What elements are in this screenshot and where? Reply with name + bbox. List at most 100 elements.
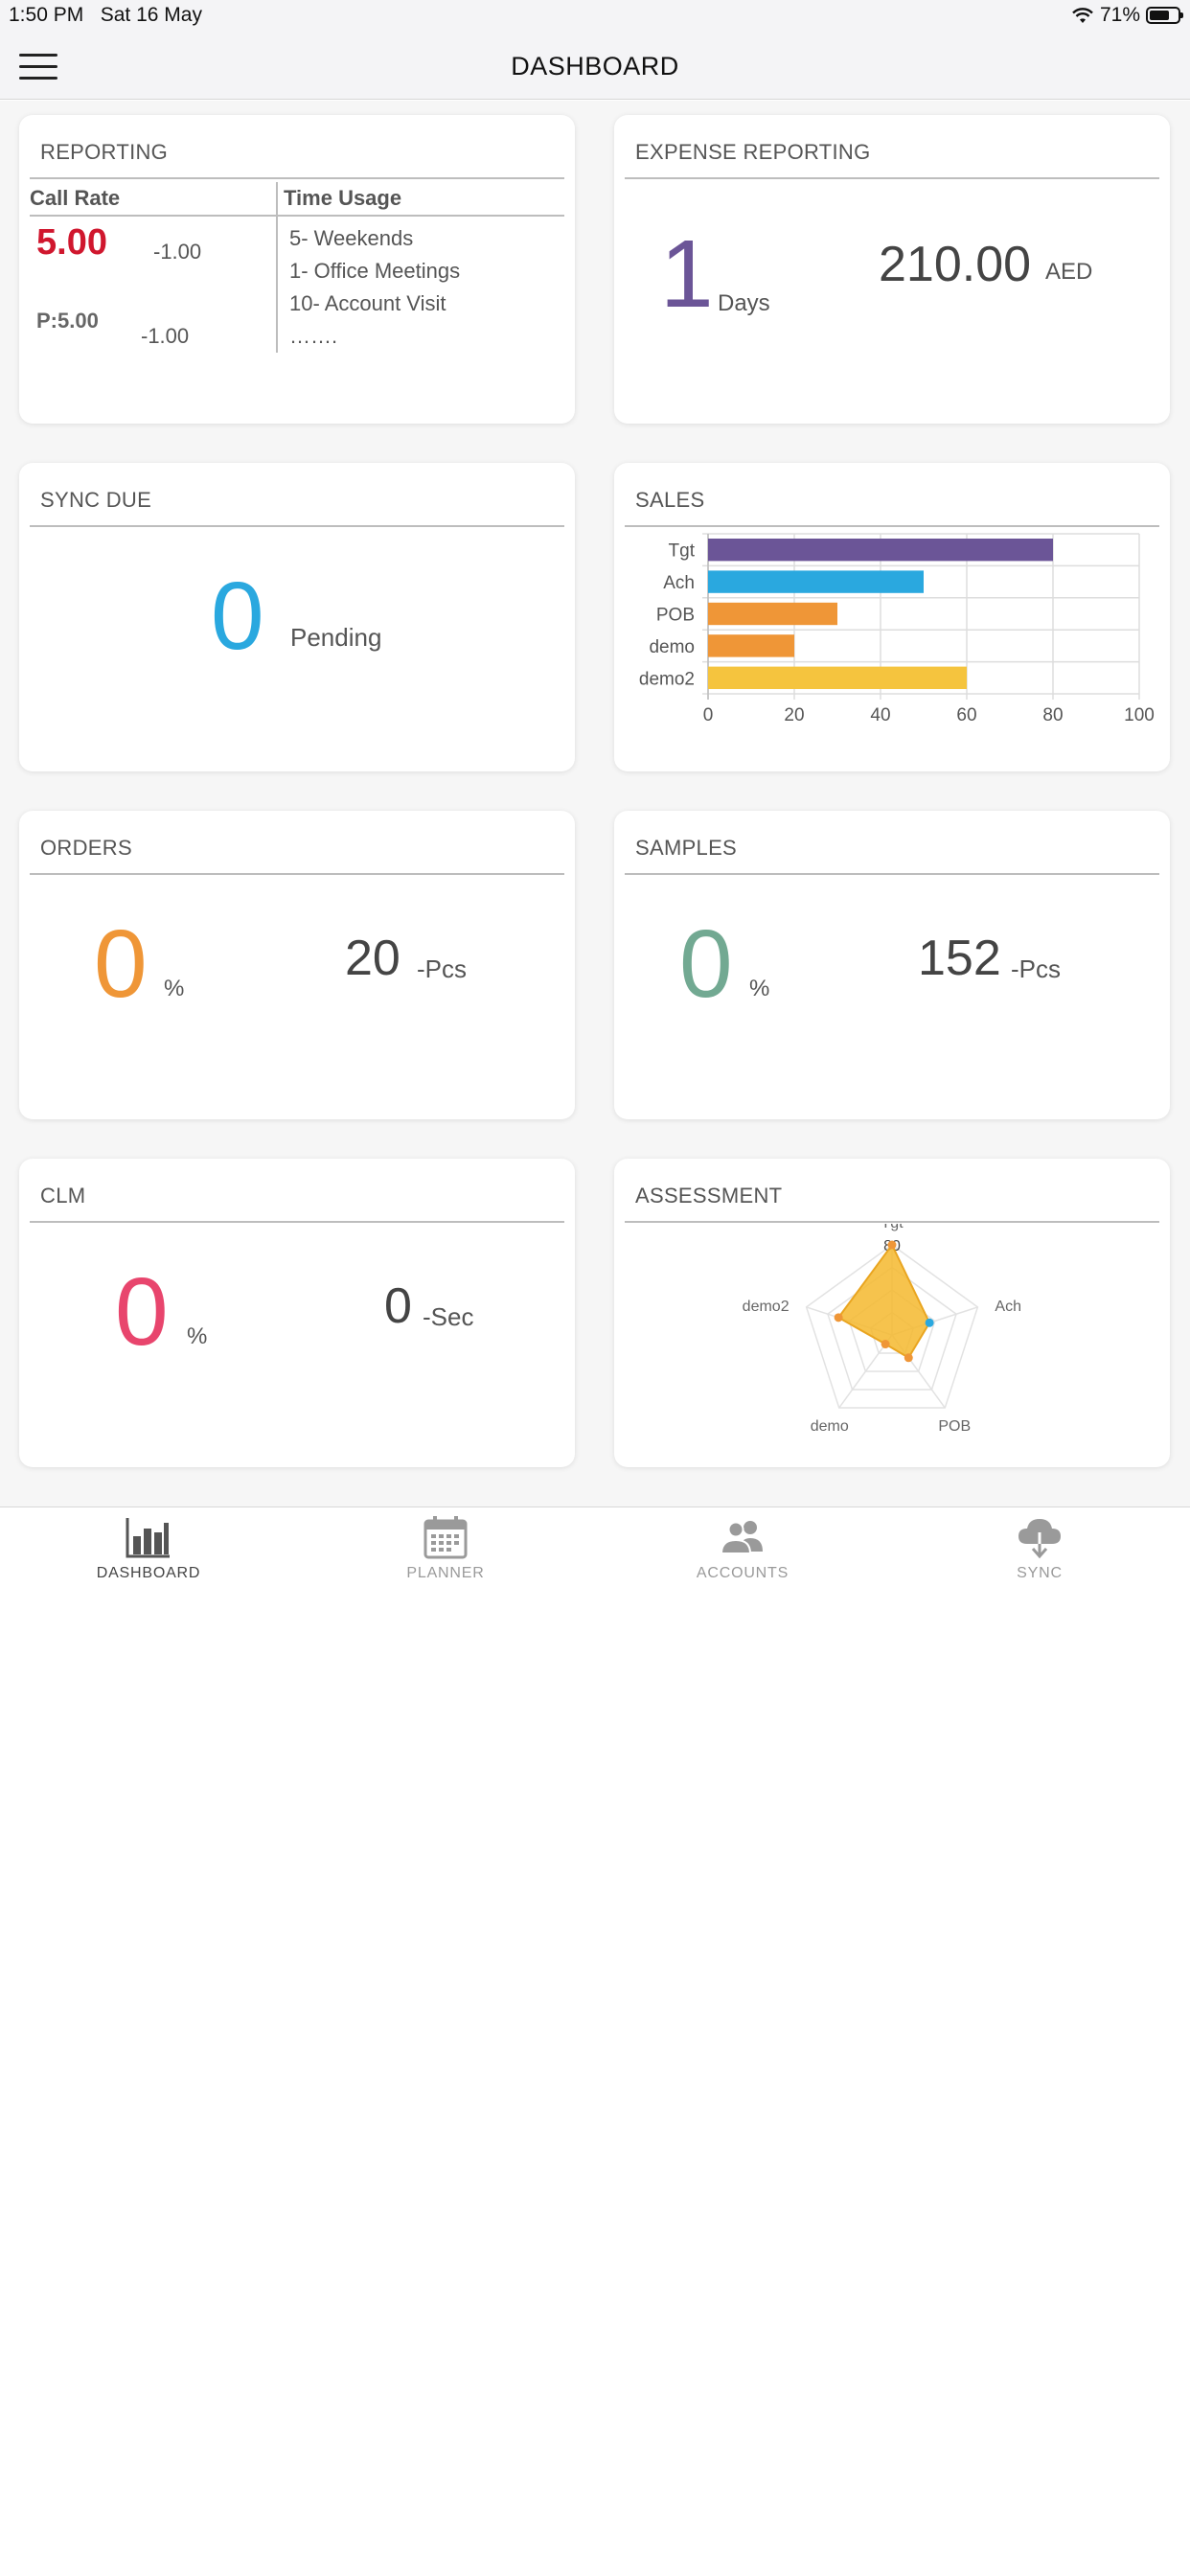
- nav-bar: DASHBOARD: [0, 34, 1190, 100]
- clm-time-unit: -Sec: [423, 1302, 474, 1331]
- planned-delta: -1.00: [141, 324, 190, 348]
- card-title: EXPENSE REPORTING: [635, 140, 871, 164]
- sync-pending-count: 0: [211, 563, 264, 670]
- card-title: SYNC DUE: [40, 488, 152, 512]
- orders-qty: 20: [345, 931, 400, 986]
- sync-due-card[interactable]: SYNC DUE 0 Pending: [19, 463, 575, 771]
- samples-card[interactable]: SAMPLES 0 % 152 -Pcs: [614, 811, 1170, 1119]
- bar: [708, 539, 1053, 562]
- calendar-icon: [423, 1516, 468, 1559]
- time-usage-header: Time Usage: [284, 186, 402, 210]
- axis-label: POB: [938, 1418, 971, 1435]
- bar: [708, 570, 924, 593]
- bar: [708, 602, 837, 626]
- status-bar: 1:50 PM Sat 16 May 71%: [0, 0, 1190, 34]
- bar-chart-icon: [126, 1518, 170, 1558]
- samples-qty-unit: -Pcs: [1011, 954, 1061, 983]
- list-item: …….: [289, 324, 338, 348]
- call-rate-value: 5.00: [36, 222, 107, 263]
- status-date: Sat 16 May: [100, 4, 202, 26]
- category-label: Tgt: [669, 541, 696, 562]
- card-title: SALES: [635, 488, 705, 512]
- list-item: 1- Office Meetings: [289, 259, 461, 283]
- expense-currency: AED: [1045, 259, 1093, 285]
- tab-planner[interactable]: PLANNER: [297, 1507, 594, 1599]
- clm-percent: 0: [115, 1258, 169, 1366]
- call-rate-header: Call Rate: [30, 186, 121, 210]
- orders-card[interactable]: ORDERS 0 % 20 -Pcs: [19, 811, 575, 1119]
- radar-area: [836, 1243, 931, 1360]
- clm-percent-unit: %: [187, 1323, 208, 1349]
- samples-percent: 0: [679, 910, 733, 1018]
- bar: [708, 666, 967, 689]
- category-label: demo2: [639, 669, 695, 689]
- tick-label: 40: [870, 705, 890, 725]
- card-title: CLM: [40, 1184, 86, 1208]
- battery-icon: [1146, 7, 1183, 24]
- tick-label: 80: [1042, 705, 1063, 725]
- radar-point: [881, 1340, 890, 1349]
- category-label: Ach: [663, 573, 695, 593]
- list-item: 5- Weekends: [289, 226, 414, 250]
- card-title: REPORTING: [40, 140, 169, 164]
- tab-sync[interactable]: SYNC: [891, 1507, 1188, 1599]
- tab-label: ACCOUNTS: [696, 1565, 790, 1581]
- users-icon: [720, 1521, 763, 1554]
- time-usage-list: 5- Weekends 1- Office Meetings 10- Accou…: [289, 222, 460, 353]
- reporting-card[interactable]: REPORTING Call Rate Time Usage 5.00 -1.0…: [19, 115, 575, 424]
- status-right: 71%: [1071, 4, 1183, 27]
- list-item: 10- Account Visit: [289, 291, 446, 315]
- radar-point: [925, 1318, 934, 1327]
- call-rate-delta: -1.00: [153, 240, 202, 264]
- sales-bar-chart: Tgt Ach POB demo demo2 0 20 40 60 80 100: [639, 533, 1155, 725]
- orders-qty-unit: -Pcs: [417, 954, 467, 983]
- dashboard-content: REPORTING Call Rate Time Usage 5.00 -1.0…: [0, 101, 1190, 1506]
- assessment-radar-chart: TgtAchPOBdemodemo280: [743, 1224, 1021, 1435]
- card-title: SAMPLES: [635, 836, 738, 860]
- page-title: DASHBOARD: [511, 52, 679, 80]
- tick-label: 0: [703, 705, 714, 725]
- radar-ring: [805, 1244, 979, 1409]
- wifi-icon: [1072, 8, 1093, 23]
- radar-ring: [827, 1266, 957, 1391]
- menu-icon[interactable]: [19, 54, 57, 80]
- orders-percent: 0: [94, 910, 148, 1018]
- tab-label: PLANNER: [406, 1565, 485, 1581]
- card-title: ASSESSMENT: [635, 1184, 783, 1208]
- samples-qty: 152: [918, 931, 1001, 986]
- clm-time: 0: [384, 1278, 412, 1334]
- expense-reporting-card[interactable]: EXPENSE REPORTING 1 Days 210.00 AED: [614, 115, 1170, 424]
- axis-label: Tgt: [881, 1224, 904, 1231]
- tab-label: SYNC: [1017, 1565, 1063, 1581]
- tab-accounts[interactable]: ACCOUNTS: [594, 1507, 891, 1599]
- tick-label: 100: [1124, 705, 1155, 725]
- category-label: POB: [656, 606, 695, 626]
- bar: [708, 634, 794, 657]
- battery-percent: 71%: [1099, 4, 1140, 26]
- tick-label: 20: [784, 705, 804, 725]
- axis-label: demo2: [743, 1299, 790, 1315]
- radar-point: [834, 1313, 843, 1322]
- bottom-tab-bar: DASHBOARD PLANNER ACCOUNTS: [0, 1506, 1190, 1598]
- tick-label: 60: [956, 705, 976, 725]
- planned-value: P:5.00: [36, 309, 99, 333]
- sync-pending-label: Pending: [290, 623, 382, 652]
- clm-card[interactable]: CLM 0 % 0 -Sec: [19, 1159, 575, 1467]
- category-label: demo: [649, 637, 695, 657]
- status-time: 1:50 PM Sat 16 May: [9, 4, 202, 27]
- expense-days-value: 1: [660, 220, 714, 328]
- orders-percent-unit: %: [164, 976, 185, 1001]
- axis-label: Ach: [995, 1299, 1021, 1315]
- radar-point: [887, 1240, 897, 1250]
- expense-amount: 210.00: [879, 237, 1032, 292]
- card-title: ORDERS: [40, 836, 132, 860]
- assessment-card[interactable]: ASSESSMENT TgtAchPOBdemodemo280: [614, 1159, 1170, 1467]
- expense-days-unit: Days: [718, 290, 770, 316]
- radar-point: [904, 1353, 913, 1363]
- tab-dashboard[interactable]: DASHBOARD: [0, 1507, 297, 1599]
- status-clock: 1:50 PM: [9, 4, 84, 26]
- sales-card[interactable]: SALES Tgt Ach POB demo demo2 0 20 40 60 80 100: [614, 463, 1170, 771]
- tab-label: DASHBOARD: [96, 1565, 201, 1581]
- axis-label: demo: [811, 1418, 849, 1435]
- cloud-download-icon: [1018, 1519, 1061, 1559]
